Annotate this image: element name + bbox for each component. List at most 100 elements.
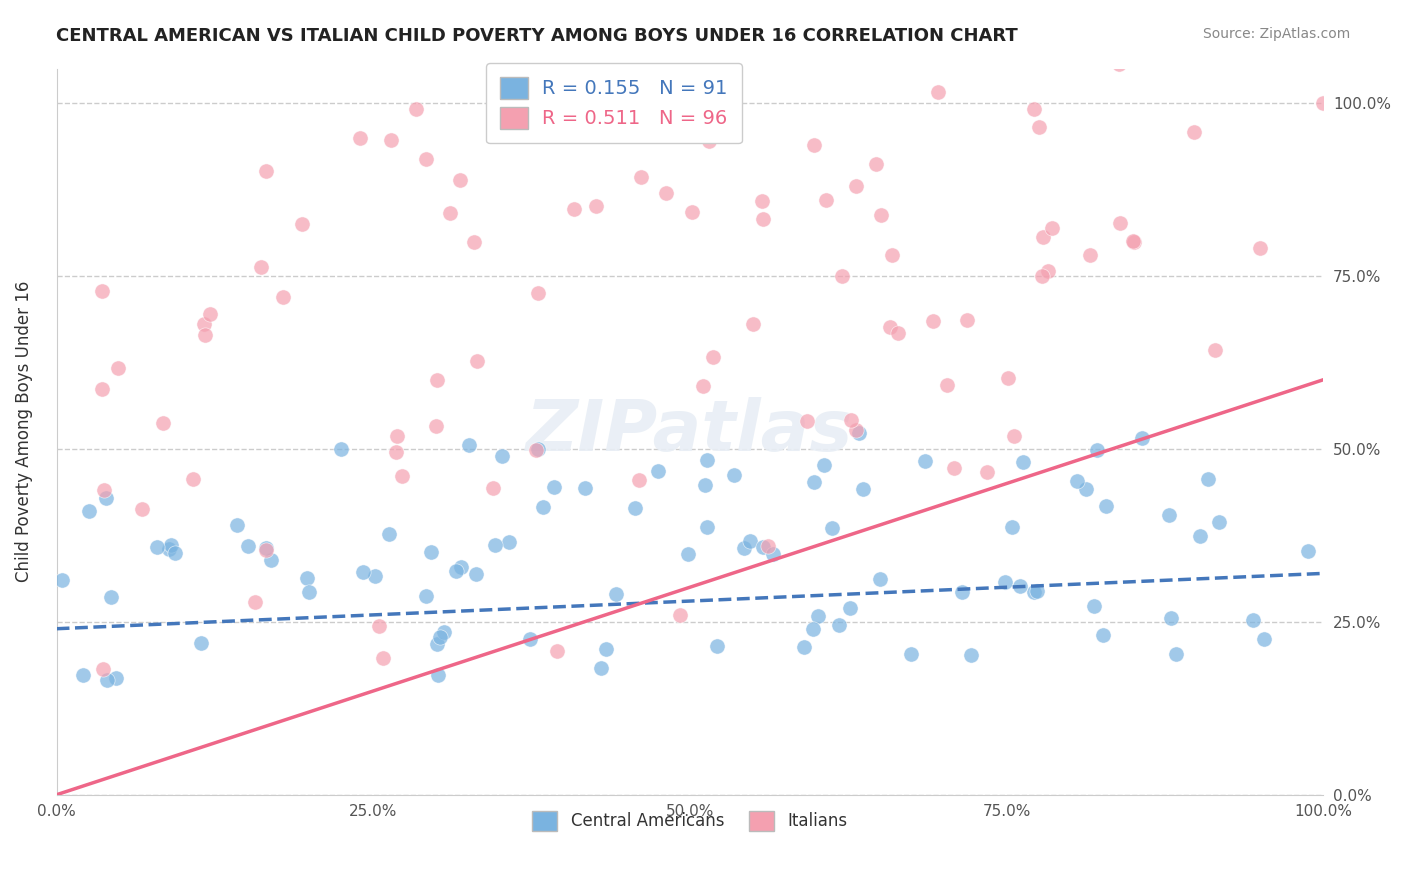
Point [491,450,513,464]
Point [482,481,505,495]
Point [373,650,395,665]
Point [546,643,568,657]
Point [91,662,114,676]
Point [845,423,868,437]
Point [905,3,928,17]
Point [1122,235,1144,249]
Point [531,500,554,514]
Point [1189,529,1212,543]
Point [458,438,481,452]
Point [420,545,443,559]
Point [828,618,851,632]
Point [751,212,773,227]
Point [444,564,467,578]
Point [1001,520,1024,534]
Point [519,632,541,646]
Point [1038,263,1060,277]
Point [432,625,454,640]
Point [900,647,922,661]
Point [426,667,449,681]
Point [146,540,169,554]
Point [236,539,259,553]
Point [72,668,94,682]
Point [291,217,314,231]
Point [865,157,887,171]
Point [254,542,277,557]
Point [1078,248,1101,262]
Point [194,328,217,343]
Point [107,360,129,375]
Point [831,268,853,283]
Point [527,442,550,456]
Point [927,85,949,99]
Point [193,317,215,331]
Point [450,559,472,574]
Point [1204,343,1226,358]
Point [589,660,612,674]
Point [260,553,283,567]
Point [152,416,174,430]
Point [1208,515,1230,529]
Point [852,482,875,496]
Point [595,641,617,656]
Point [385,428,408,442]
Point [801,622,824,636]
Point [1031,269,1053,284]
Text: CENTRAL AMERICAN VS ITALIAN CHILD POVERTY AMONG BOYS UNDER 16 CORRELATION CHART: CENTRAL AMERICAN VS ITALIAN CHILD POVERT… [56,27,1018,45]
Point [1008,579,1031,593]
Point [1296,544,1319,558]
Point [790,30,813,45]
Point [815,193,838,207]
Point [1012,455,1035,469]
Point [1249,241,1271,255]
Point [623,500,645,515]
Point [200,307,222,321]
Point [1022,103,1045,117]
Point [756,539,779,553]
Point [821,521,844,535]
Point [1197,472,1219,486]
Point [131,501,153,516]
Point [1312,96,1334,111]
Point [543,480,565,494]
Point [845,178,868,193]
Point [157,542,180,557]
Point [950,585,973,599]
Point [793,640,815,655]
Point [942,461,965,475]
Point [464,567,486,582]
Point [869,572,891,586]
Point [702,350,724,364]
Point [254,541,277,555]
Point [1085,443,1108,458]
Point [426,637,449,651]
Point [681,205,703,219]
Point [733,541,755,555]
Point [1182,125,1205,139]
Point [349,131,371,145]
Point [783,0,806,8]
Point [1241,613,1264,627]
Point [723,468,745,483]
Point [297,585,319,599]
Point [696,29,718,44]
Point [1160,611,1182,625]
Point [364,569,387,583]
Point [377,527,399,541]
Point [669,607,692,622]
Point [655,186,678,200]
Point [742,318,765,332]
Point [751,194,773,208]
Point [96,491,118,505]
Point [526,286,548,301]
Point [1040,221,1063,235]
Text: Source: ZipAtlas.com: Source: ZipAtlas.com [1202,27,1350,41]
Point [574,481,596,495]
Point [562,202,585,216]
Point [1159,12,1181,26]
Point [250,260,273,275]
Point [1157,508,1180,522]
Point [163,546,186,560]
Point [839,413,862,427]
Point [449,172,471,186]
